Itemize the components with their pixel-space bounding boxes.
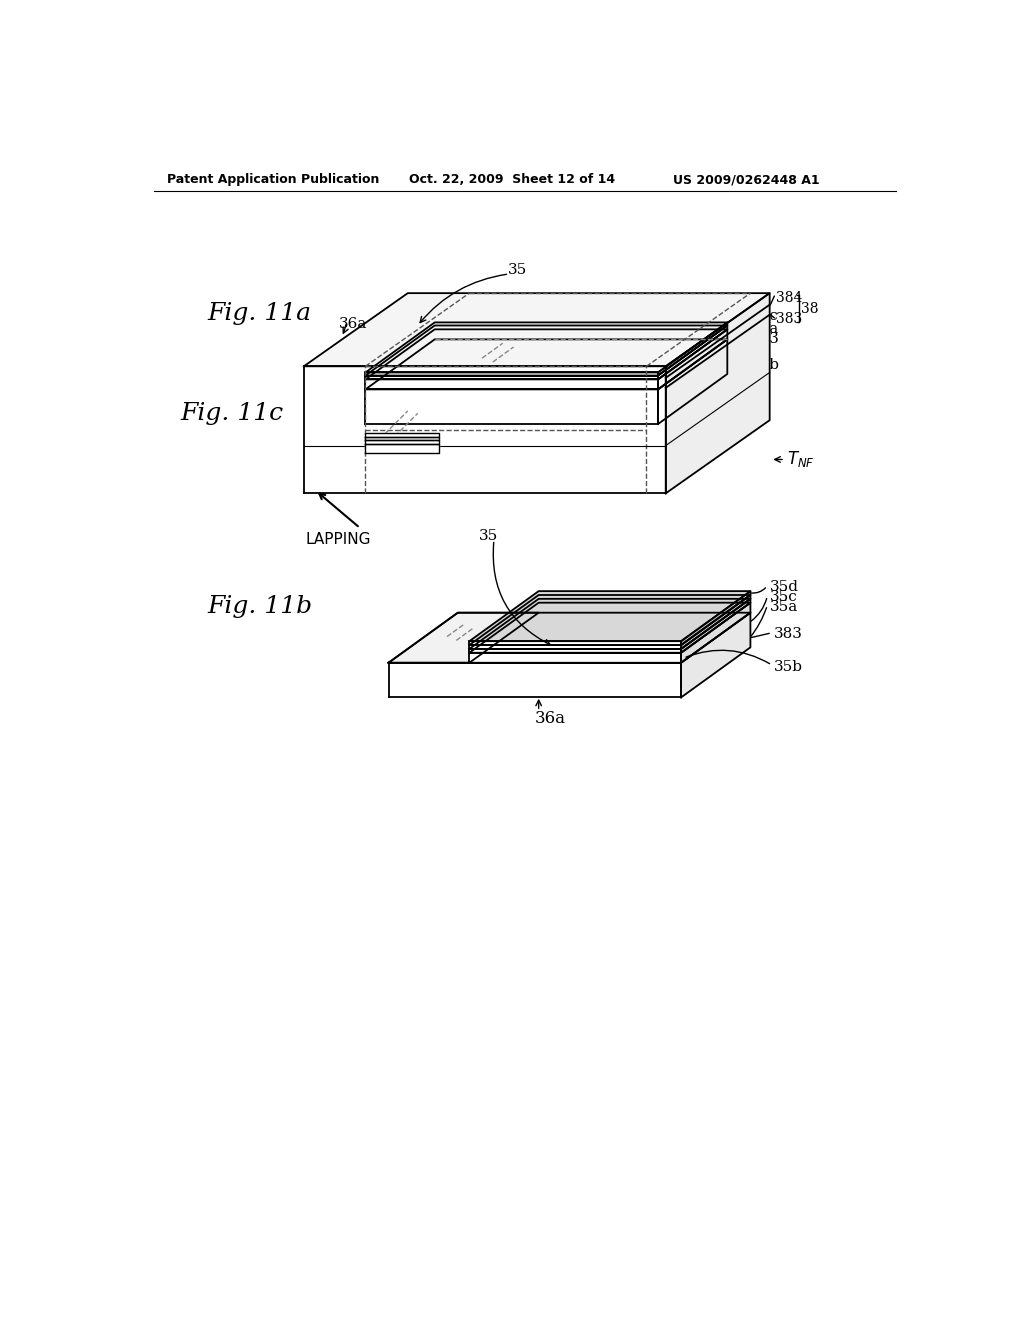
Polygon shape [469,649,681,653]
Text: 384: 384 [776,290,802,305]
Polygon shape [469,653,681,663]
Polygon shape [469,599,751,649]
Text: 383: 383 [776,313,802,326]
Text: 35c: 35c [751,309,778,323]
Polygon shape [469,595,751,645]
Polygon shape [366,437,438,441]
Text: 35c: 35c [770,590,798,605]
Text: $T_{NF}$: $T_{NF}$ [787,450,815,470]
Text: US 2009/0262448 A1: US 2009/0262448 A1 [673,173,820,186]
Polygon shape [366,389,658,424]
Polygon shape [388,612,751,663]
Text: Oct. 22, 2009  Sheet 12 of 14: Oct. 22, 2009 Sheet 12 of 14 [409,173,614,186]
Polygon shape [366,441,438,444]
Text: 35: 35 [479,529,499,543]
Polygon shape [666,293,770,494]
Polygon shape [658,330,727,389]
Polygon shape [681,591,751,645]
Text: Fig. 11c: Fig. 11c [180,401,284,425]
Polygon shape [658,339,727,424]
Polygon shape [388,612,539,663]
Text: 35b: 35b [751,358,779,372]
Polygon shape [366,322,727,372]
Text: 36a: 36a [535,710,565,727]
Text: Fig. 11a: Fig. 11a [208,302,311,326]
Polygon shape [366,376,658,379]
Polygon shape [469,603,751,653]
Polygon shape [366,433,438,437]
Polygon shape [469,642,681,645]
Polygon shape [681,599,751,653]
Polygon shape [658,322,727,376]
Polygon shape [681,603,751,663]
Polygon shape [658,326,727,379]
Polygon shape [366,339,727,389]
Text: 383: 383 [751,333,779,346]
Text: 35a: 35a [751,322,778,335]
Polygon shape [366,379,658,389]
Text: 36a: 36a [339,317,367,330]
Polygon shape [366,444,438,453]
Polygon shape [469,645,681,649]
Text: 35b: 35b [773,660,803,673]
Polygon shape [366,326,727,376]
Polygon shape [681,612,751,697]
Polygon shape [304,367,666,494]
Text: Patent Application Publication: Patent Application Publication [167,173,379,186]
Polygon shape [366,330,727,379]
Text: Fig. 11b: Fig. 11b [208,595,312,618]
Polygon shape [388,663,681,697]
Text: 35d: 35d [770,581,799,594]
Polygon shape [304,293,770,367]
Text: 35: 35 [508,263,527,277]
Text: 36a: 36a [512,437,543,454]
Text: 38: 38 [801,301,819,315]
Polygon shape [469,591,751,642]
Text: 383: 383 [773,627,803,642]
Text: LAPPING: LAPPING [306,532,372,546]
Text: 35a: 35a [770,599,798,614]
Polygon shape [681,595,751,649]
Polygon shape [366,372,658,376]
